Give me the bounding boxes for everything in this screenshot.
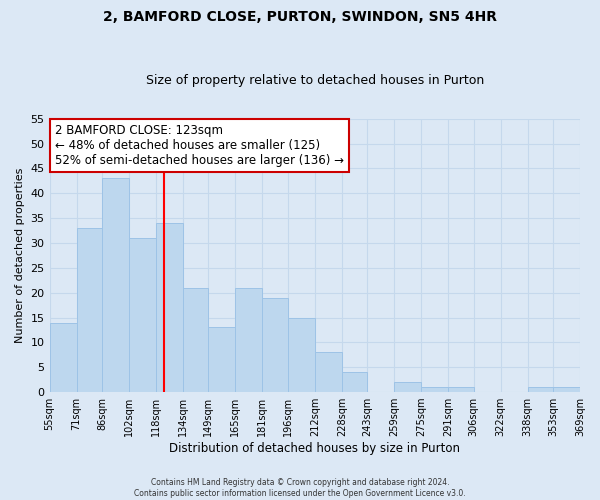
Bar: [315, 352, 342, 392]
Bar: [527, 387, 553, 392]
Bar: [156, 223, 183, 392]
Title: Size of property relative to detached houses in Purton: Size of property relative to detached ho…: [146, 74, 484, 87]
Bar: [208, 328, 235, 392]
Bar: [342, 372, 367, 392]
Bar: [129, 238, 156, 392]
Bar: [262, 298, 288, 392]
Bar: [77, 228, 102, 392]
X-axis label: Distribution of detached houses by size in Purton: Distribution of detached houses by size …: [169, 442, 460, 455]
Y-axis label: Number of detached properties: Number of detached properties: [15, 168, 25, 343]
Bar: [553, 387, 580, 392]
Bar: [102, 178, 129, 392]
Bar: [235, 288, 262, 392]
Bar: [288, 318, 315, 392]
Bar: [394, 382, 421, 392]
Bar: [183, 288, 208, 392]
Bar: [421, 387, 448, 392]
Bar: [448, 387, 473, 392]
Bar: [50, 322, 77, 392]
Text: 2 BAMFORD CLOSE: 123sqm
← 48% of detached houses are smaller (125)
52% of semi-d: 2 BAMFORD CLOSE: 123sqm ← 48% of detache…: [55, 124, 344, 167]
Text: Contains HM Land Registry data © Crown copyright and database right 2024.
Contai: Contains HM Land Registry data © Crown c…: [134, 478, 466, 498]
Text: 2, BAMFORD CLOSE, PURTON, SWINDON, SN5 4HR: 2, BAMFORD CLOSE, PURTON, SWINDON, SN5 4…: [103, 10, 497, 24]
